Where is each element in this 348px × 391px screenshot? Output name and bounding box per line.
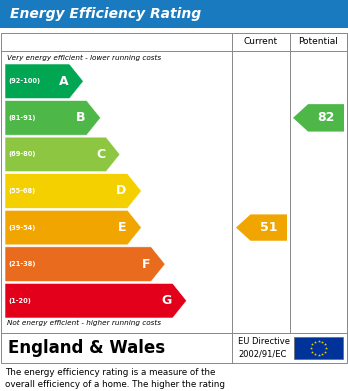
- Bar: [0, 0, 348, 28]
- Polygon shape: [5, 247, 165, 282]
- Bar: [1, 33, 347, 333]
- Text: G: G: [161, 294, 172, 307]
- Text: (1-20): (1-20): [8, 298, 31, 304]
- Polygon shape: [5, 64, 84, 99]
- Text: Very energy efficient - lower running costs: Very energy efficient - lower running co…: [7, 55, 161, 61]
- Text: 51: 51: [260, 221, 277, 234]
- Text: Energy Efficiency Rating: Energy Efficiency Rating: [10, 7, 201, 21]
- Polygon shape: [5, 210, 141, 245]
- Polygon shape: [293, 104, 344, 131]
- Polygon shape: [5, 283, 187, 318]
- Text: B: B: [76, 111, 86, 124]
- Text: A: A: [59, 75, 69, 88]
- Text: (69-80): (69-80): [8, 151, 35, 158]
- Bar: [1, 333, 347, 363]
- Bar: [294, 337, 343, 359]
- Polygon shape: [236, 214, 287, 241]
- Text: (21-38): (21-38): [8, 261, 35, 267]
- Polygon shape: [5, 174, 141, 208]
- Text: Current: Current: [244, 38, 278, 47]
- Polygon shape: [5, 137, 120, 172]
- Text: (81-91): (81-91): [8, 115, 35, 121]
- Text: England & Wales: England & Wales: [8, 339, 165, 357]
- Text: The energy efficiency rating is a measure of the
overall efficiency of a home. T: The energy efficiency rating is a measur…: [5, 368, 225, 391]
- Text: Not energy efficient - higher running costs: Not energy efficient - higher running co…: [7, 320, 161, 326]
- Text: EU Directive
2002/91/EC: EU Directive 2002/91/EC: [238, 337, 290, 359]
- Text: E: E: [118, 221, 127, 234]
- Text: (92-100): (92-100): [8, 78, 40, 84]
- Polygon shape: [5, 100, 101, 135]
- Text: 82: 82: [317, 111, 335, 124]
- Text: (39-54): (39-54): [8, 224, 35, 231]
- Text: F: F: [142, 258, 150, 271]
- Text: C: C: [96, 148, 105, 161]
- Text: Potential: Potential: [299, 38, 339, 47]
- Text: D: D: [116, 185, 127, 197]
- Text: (55-68): (55-68): [8, 188, 35, 194]
